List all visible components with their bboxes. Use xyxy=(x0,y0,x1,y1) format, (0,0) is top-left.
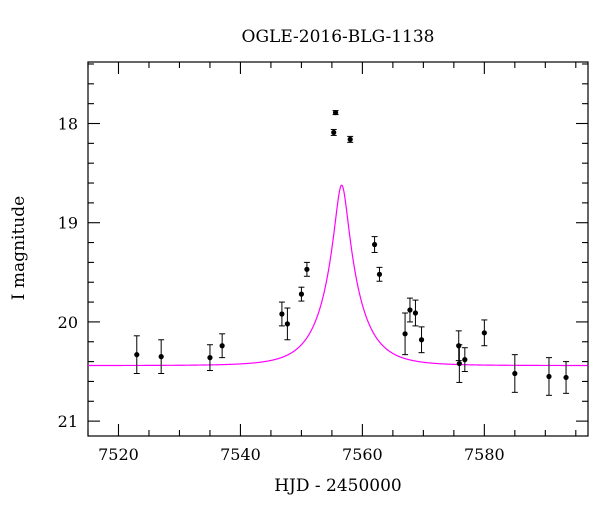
data-point-marker xyxy=(347,136,353,142)
data-point-marker xyxy=(418,337,425,343)
data-point-marker xyxy=(219,343,225,349)
data-point xyxy=(461,347,468,373)
data-point-marker xyxy=(298,291,305,297)
x-tick-label: 7540 xyxy=(220,445,261,464)
plot-frame xyxy=(87,61,589,437)
data-point-marker xyxy=(371,241,378,248)
axes-group: 7520 7540 7560 7580 18 19 20 21 xyxy=(58,62,588,464)
data-point xyxy=(284,307,291,341)
data-point xyxy=(376,266,383,282)
x-tick-label: 7520 xyxy=(98,445,139,464)
data-point-marker xyxy=(207,355,213,361)
data-point-marker xyxy=(134,352,140,358)
data-point xyxy=(412,299,419,327)
data-point-marker xyxy=(284,321,290,327)
data-point xyxy=(406,297,413,323)
data-point xyxy=(219,333,226,359)
data-point xyxy=(298,286,305,302)
y-tick-label: 21 xyxy=(58,412,78,431)
data-point-marker xyxy=(158,354,164,360)
data-point xyxy=(158,339,165,375)
data-point xyxy=(545,357,552,396)
x-axis-label: HJD - 2450000 xyxy=(274,476,402,496)
y-tick-label: 19 xyxy=(58,214,78,233)
x-tick-label: 7560 xyxy=(342,445,383,464)
data-point xyxy=(418,326,425,354)
data-point-marker xyxy=(304,266,310,272)
data-points-group xyxy=(133,109,570,396)
data-point xyxy=(456,344,463,383)
model-curve xyxy=(88,184,588,367)
data-point-marker xyxy=(331,129,337,136)
data-point xyxy=(206,344,213,372)
data-point xyxy=(455,330,462,362)
data-point-marker xyxy=(481,330,487,336)
data-point xyxy=(481,319,488,347)
data-point xyxy=(278,301,285,327)
data-point xyxy=(303,261,310,277)
data-point-marker xyxy=(456,343,462,349)
data-point xyxy=(133,335,140,375)
data-point xyxy=(371,236,378,253)
data-point xyxy=(332,109,339,116)
y-tick-label: 20 xyxy=(58,313,78,332)
data-point-marker xyxy=(456,360,462,367)
data-point xyxy=(511,354,518,393)
data-point-marker xyxy=(412,310,419,316)
chart-title: OGLE-2016-BLG-1138 xyxy=(242,27,435,47)
data-point xyxy=(330,128,337,136)
data-point xyxy=(563,361,570,394)
data-point-marker xyxy=(407,307,413,313)
data-point-marker xyxy=(376,271,383,277)
data-point xyxy=(402,312,409,356)
data-point-marker xyxy=(332,109,339,116)
data-point-marker xyxy=(546,373,552,380)
data-point-marker xyxy=(279,311,285,317)
x-tick-label: 7580 xyxy=(464,445,505,464)
data-point xyxy=(347,135,354,143)
y-axis-label: I magnitude xyxy=(9,196,29,300)
data-point-marker xyxy=(462,357,468,363)
data-point-marker xyxy=(563,374,569,381)
y-tick-label: 18 xyxy=(58,115,78,134)
data-point-marker xyxy=(402,331,408,337)
plot-area xyxy=(87,61,589,437)
model-curve-group xyxy=(88,184,588,367)
data-point-marker xyxy=(512,370,518,377)
